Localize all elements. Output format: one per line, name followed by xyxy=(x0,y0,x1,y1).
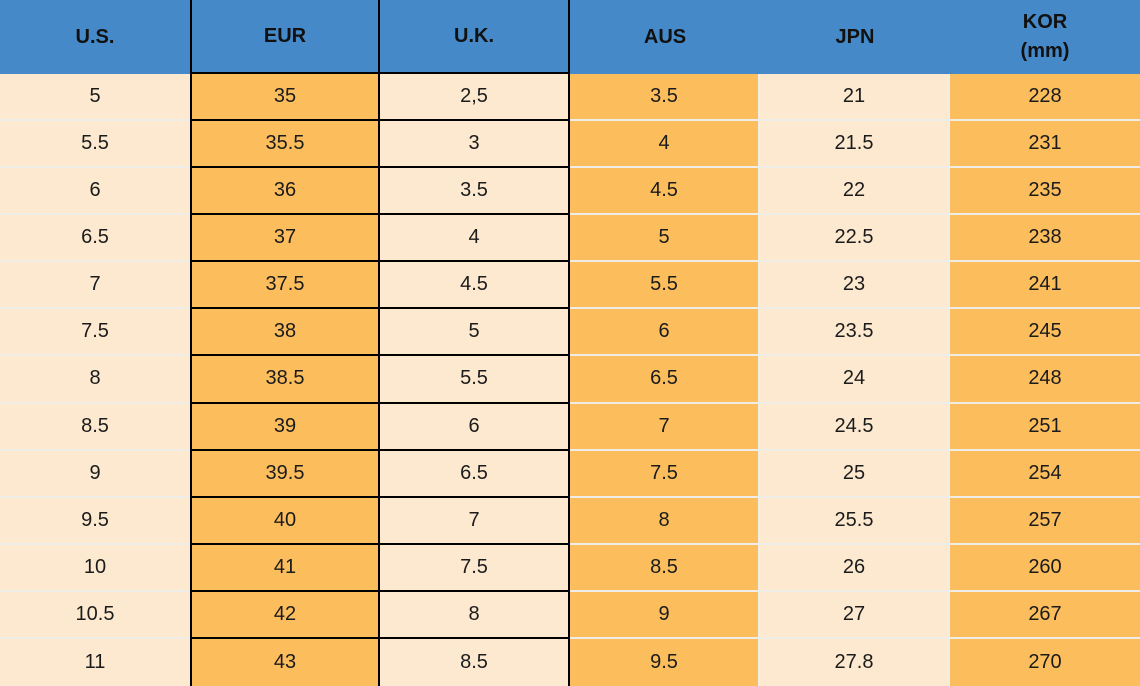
table-cell: 21.5 xyxy=(760,121,950,169)
table-cell: 248 xyxy=(950,356,1140,404)
table-cell: 8.5 xyxy=(0,403,190,451)
table-cell: 2,5 xyxy=(380,74,570,122)
table-cell: 6.5 xyxy=(0,215,190,263)
column-header-label: EUR xyxy=(263,24,307,47)
table-cell: 260 xyxy=(950,544,1140,592)
table-cell: 7.5 xyxy=(570,450,760,498)
table-cell: 3.5 xyxy=(570,74,760,122)
table-cell: 38 xyxy=(190,309,380,357)
table-cell: 40 xyxy=(190,497,380,545)
table-cell: 245 xyxy=(950,309,1140,357)
table-cell: 4.5 xyxy=(570,168,760,216)
column-header-uk: U.K. xyxy=(380,0,570,74)
table-cell: 42 xyxy=(190,591,380,639)
table-cell: 27 xyxy=(760,591,950,639)
table-cell: 41 xyxy=(190,544,380,592)
table-cell: 6 xyxy=(380,403,570,451)
column-header-aus: AUS xyxy=(570,0,760,74)
table-cell: 270 xyxy=(950,638,1140,686)
table-cell: 254 xyxy=(950,450,1140,498)
table-cell: 4 xyxy=(380,215,570,263)
table-cell: 5.5 xyxy=(570,262,760,310)
column-header-eur: EUR xyxy=(190,0,380,74)
column-header-us: U.S. xyxy=(0,0,190,74)
table-cell: 23 xyxy=(760,262,950,310)
table-cell: 9 xyxy=(0,450,190,498)
table-cell: 23.5 xyxy=(760,309,950,357)
table-cell: 228 xyxy=(950,74,1140,122)
column-header-kor: KOR (mm) xyxy=(950,0,1140,74)
table-cell: 36 xyxy=(190,168,380,216)
table-cell: 231 xyxy=(950,121,1140,169)
table-cell: 7.5 xyxy=(0,309,190,357)
column-header-jpn: JPN xyxy=(760,0,950,74)
table-cell: 22 xyxy=(760,168,950,216)
table-cell: 3.5 xyxy=(380,168,570,216)
table-cell: 11 xyxy=(0,638,190,686)
table-cell: 39.5 xyxy=(190,450,380,498)
table-cell: 38.5 xyxy=(190,356,380,404)
table-cell: 25.5 xyxy=(760,497,950,545)
table-cell: 25 xyxy=(760,450,950,498)
table-cell: 235 xyxy=(950,168,1140,216)
table-cell: 6 xyxy=(570,309,760,357)
table-cell: 5 xyxy=(380,309,570,357)
table-cell: 3 xyxy=(380,121,570,169)
table-cell: 8 xyxy=(570,497,760,545)
table-cell: 5 xyxy=(570,215,760,263)
column-header-label: AUS xyxy=(643,25,687,48)
table-cell: 27.8 xyxy=(760,638,950,686)
table-cell: 43 xyxy=(190,638,380,686)
table-cell: 7.5 xyxy=(380,544,570,592)
table-cell: 26 xyxy=(760,544,950,592)
table-cell: 39 xyxy=(190,403,380,451)
table-cell: 7 xyxy=(0,262,190,310)
table-cell: 10 xyxy=(0,544,190,592)
table-cell: 35 xyxy=(190,74,380,122)
table-cell: 9.5 xyxy=(570,638,760,686)
column-header-label: U.S. xyxy=(75,25,115,48)
table-cell: 24.5 xyxy=(760,403,950,451)
table-cell: 241 xyxy=(950,262,1140,310)
table-cell: 8.5 xyxy=(570,544,760,592)
column-header-label: U.K. xyxy=(454,24,494,47)
table-cell: 238 xyxy=(950,215,1140,263)
column-header-label: JPN xyxy=(835,25,875,48)
column-header-label: KOR xyxy=(1022,11,1068,33)
table-cell: 8 xyxy=(380,591,570,639)
table-cell: 21 xyxy=(760,74,950,122)
table-cell: 35.5 xyxy=(190,121,380,169)
table-cell: 9 xyxy=(570,591,760,639)
table-cell: 6.5 xyxy=(570,356,760,404)
table-cell: 10.5 xyxy=(0,591,190,639)
table-cell: 24 xyxy=(760,356,950,404)
table-cell: 5.5 xyxy=(380,356,570,404)
table-cell: 37 xyxy=(190,215,380,263)
column-header-sublabel: (mm) xyxy=(1020,40,1070,62)
table-cell: 9.5 xyxy=(0,497,190,545)
table-cell: 6 xyxy=(0,168,190,216)
table-cell: 251 xyxy=(950,403,1140,451)
table-cell: 7 xyxy=(380,497,570,545)
table-cell: 267 xyxy=(950,591,1140,639)
table-cell: 22.5 xyxy=(760,215,950,263)
table-cell: 4 xyxy=(570,121,760,169)
table-cell: 5 xyxy=(0,74,190,122)
table-cell: 4.5 xyxy=(380,262,570,310)
table-cell: 7 xyxy=(570,403,760,451)
table-cell: 6.5 xyxy=(380,450,570,498)
table-cell: 37.5 xyxy=(190,262,380,310)
table-cell: 8 xyxy=(0,356,190,404)
table-cell: 257 xyxy=(950,497,1140,545)
table-cell: 5.5 xyxy=(0,121,190,169)
table-cell: 8.5 xyxy=(380,638,570,686)
